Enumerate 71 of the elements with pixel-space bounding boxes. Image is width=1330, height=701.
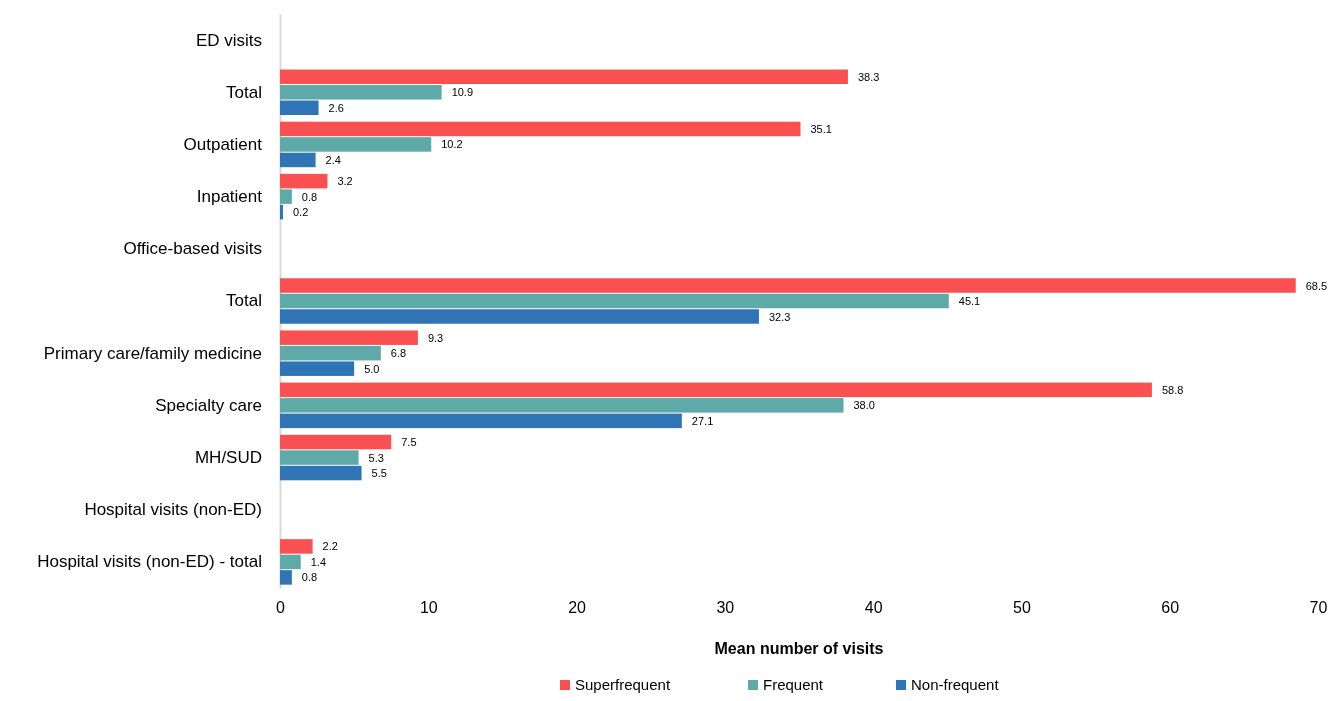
- data-label: 7.5: [401, 436, 417, 449]
- data-label: 5.0: [364, 362, 380, 375]
- bar: [280, 398, 844, 413]
- y-tick-label: Outpatient: [183, 134, 263, 154]
- bar: [280, 100, 319, 116]
- x-tick-label: 70: [1309, 599, 1328, 617]
- data-label: 10.9: [451, 86, 474, 99]
- data-label: 9.3: [427, 331, 444, 344]
- data-label: 6.8: [390, 347, 407, 360]
- x-tick-label: 20: [568, 599, 587, 617]
- y-tick-label: ED visits: [195, 30, 262, 50]
- y-tick-label: Primary care/family medicine: [43, 343, 262, 363]
- data-label: 45.1: [958, 295, 981, 307]
- y-tick-label: Hospital visits (non-ED): [84, 500, 262, 520]
- bar: [280, 152, 316, 168]
- bar: [280, 85, 442, 100]
- data-label: 68.5: [1305, 279, 1328, 292]
- bar: [280, 309, 759, 324]
- data-label: 10.2: [441, 138, 463, 151]
- data-label: 32.3: [768, 310, 791, 323]
- bar: [280, 434, 392, 450]
- legend-label: Non-frequent: [911, 676, 1000, 693]
- data-label: 27.1: [691, 414, 714, 427]
- bar: [280, 278, 1296, 293]
- data-label: 0.8: [301, 571, 318, 584]
- data-label: 3.2: [337, 175, 353, 188]
- y-tick-label: Inpatient: [196, 187, 263, 207]
- data-label: 1.4: [310, 555, 327, 568]
- bar: [280, 121, 801, 137]
- bar: [280, 204, 283, 220]
- x-tick-label: 50: [1013, 599, 1031, 617]
- x-axis-title: Mean number of visits: [714, 640, 884, 657]
- bar: [280, 293, 949, 309]
- data-label: 5.3: [368, 451, 384, 464]
- x-tick-label: 40: [864, 599, 883, 617]
- bar: [280, 69, 848, 85]
- bar: [280, 345, 381, 361]
- data-label: 58.8: [1161, 383, 1184, 396]
- x-tick-label: 60: [1161, 599, 1180, 617]
- x-tick-label: 10: [419, 599, 438, 617]
- y-tick-label: Specialty care: [155, 395, 262, 415]
- bar: [280, 413, 682, 429]
- x-tick-label: 0: [276, 599, 286, 617]
- y-tick-label: Total: [226, 82, 262, 102]
- y-tick-label: MH/SUD: [194, 447, 262, 467]
- bar: [280, 450, 359, 465]
- x-tick-label: 30: [716, 599, 735, 617]
- bar: [280, 137, 432, 152]
- bar: [280, 189, 292, 204]
- data-label: 38.0: [853, 399, 875, 412]
- bar: [280, 539, 313, 554]
- data-label: 0.2: [292, 206, 309, 219]
- data-label: 0.8: [301, 190, 318, 203]
- bar: [280, 554, 301, 570]
- y-tick-label: Total: [226, 291, 262, 311]
- data-label: 35.1: [810, 122, 832, 135]
- bar: [280, 330, 418, 345]
- bar: [280, 173, 328, 189]
- data-label: 38.3: [857, 70, 880, 83]
- bar: [280, 361, 355, 376]
- legend-label: Superfrequent: [575, 676, 671, 693]
- data-label: 2.4: [325, 153, 341, 166]
- y-tick-label: Office-based visits: [123, 239, 262, 259]
- bar: [280, 570, 292, 585]
- data-label: 2.2: [322, 540, 338, 553]
- data-label: 2.6: [328, 101, 344, 114]
- y-tick-label: Hospital visits (non-ED) - total: [37, 552, 262, 572]
- bar: [280, 465, 362, 481]
- bar: [280, 382, 1152, 398]
- legend-label: Frequent: [763, 676, 824, 693]
- data-label: 5.5: [371, 467, 387, 480]
